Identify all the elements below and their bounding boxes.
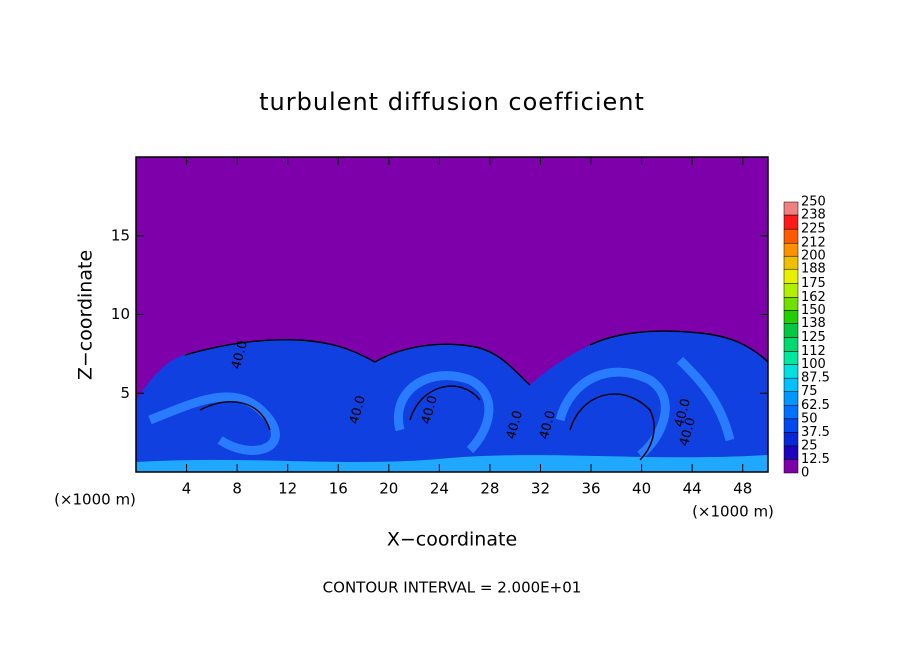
colorbar-label: 162 [801, 290, 826, 305]
x-tick-label: 40 [632, 480, 651, 498]
colorbar-label: 12.5 [801, 452, 830, 467]
x-axis-label: X−coordinate [387, 529, 517, 551]
colorbar-label: 112 [801, 344, 826, 359]
x-tick-label: 32 [531, 480, 550, 498]
colorbar-band [783, 391, 799, 406]
x-tick-label: 36 [581, 480, 600, 498]
turbulent-region [136, 331, 768, 472]
y-tick-label: 10 [111, 305, 130, 323]
colorbar-label: 238 [801, 208, 826, 223]
contour-label: 40.0 [347, 394, 369, 426]
x-tick-label: 44 [683, 480, 702, 498]
colorbar-label: 0 [801, 466, 809, 481]
x-tick-label: 8 [232, 480, 242, 498]
colorbar-label: 37.5 [801, 425, 830, 440]
colorbar-band [783, 255, 799, 270]
colorbar-band [783, 283, 799, 298]
colorbar-label: 125 [801, 330, 826, 345]
x-unit: (×1000 m) [692, 503, 774, 521]
colorbar-band [783, 432, 799, 447]
field [136, 157, 769, 472]
colorbar-label: 138 [801, 316, 826, 331]
contour-label: 40.0 [537, 409, 559, 441]
colorbar-label: 50 [801, 411, 818, 426]
colorbar-label: 87.5 [801, 371, 830, 386]
colorbar-label: 250 [801, 195, 826, 210]
colorbar-label: 75 [801, 384, 818, 399]
x-tick-label: 48 [733, 480, 752, 498]
x-tick-label: 20 [379, 480, 398, 498]
colorbar-label: 225 [801, 222, 826, 237]
contour-label: 40.0 [229, 339, 251, 371]
colorbar-band [783, 201, 799, 216]
colorbar-band [783, 228, 799, 244]
colorbar-band [783, 242, 799, 257]
colorbar-band [783, 297, 799, 311]
footer: CONTOUR INTERVAL = 2.000E+01 [323, 579, 582, 597]
y-axis-label: Z−coordinate [75, 250, 97, 380]
colorbar-band [783, 310, 799, 324]
x-tick-label: 16 [329, 480, 348, 498]
x-tick-label: 28 [480, 480, 499, 498]
colorbar-label: 25 [801, 438, 818, 453]
colorbar-band [783, 418, 799, 433]
colorbar-label: 150 [801, 303, 826, 318]
colorbar-label: 188 [801, 262, 826, 277]
colorbar-band [783, 377, 799, 392]
contour-label: 40.0 [504, 409, 526, 441]
colorbar-band [783, 337, 799, 352]
colorbar-band [783, 405, 799, 420]
colorbar-label: 212 [801, 236, 826, 251]
colorbar-band [783, 214, 799, 230]
y-tick-label: 15 [111, 226, 130, 244]
colorbar-band [783, 445, 799, 460]
colorbar-label: 175 [801, 276, 826, 291]
colorbar-label: 200 [801, 249, 826, 264]
colorbar-band [783, 268, 799, 284]
contour-label: 40.0 [672, 397, 694, 429]
colorbar-label: 62.5 [801, 398, 830, 413]
surface-layer [136, 455, 768, 472]
colorbar-band [783, 364, 799, 379]
eddy [148, 356, 735, 459]
contour-line [184, 330, 769, 461]
colorbar-band [783, 323, 799, 338]
colorbar-band [783, 459, 799, 474]
colorbar-label: 100 [801, 357, 826, 372]
colorbar-band [783, 351, 799, 365]
contour-label: 40.0 [677, 416, 699, 448]
contour-label: 40.0 [419, 394, 441, 426]
chart-title: turbulent diffusion coefficient [259, 88, 645, 116]
x-tick-label: 24 [430, 480, 449, 498]
y-tick-label: 5 [120, 384, 130, 402]
x-unit: (×1000 m) [54, 491, 136, 509]
x-tick-label: 12 [278, 480, 297, 498]
x-tick-label: 4 [182, 480, 192, 498]
